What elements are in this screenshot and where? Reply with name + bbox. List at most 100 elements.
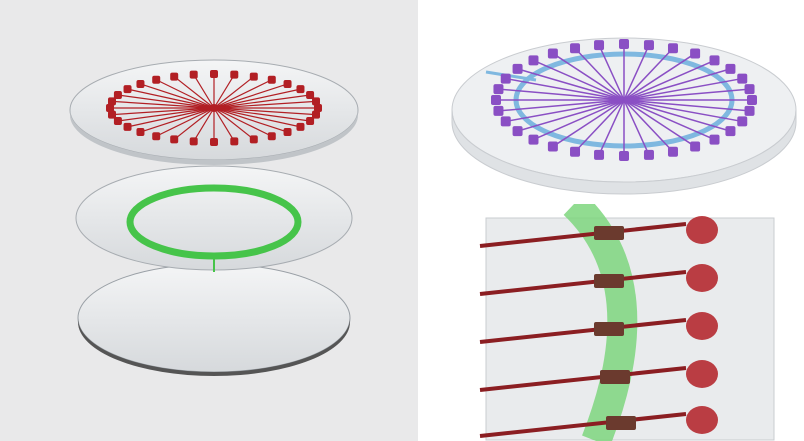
electrode-trace bbox=[598, 44, 625, 101]
electrode-array-layer bbox=[69, 59, 359, 165]
channel-contact bbox=[606, 416, 636, 430]
electrode-trace bbox=[213, 94, 311, 109]
electrode-pad bbox=[725, 126, 736, 137]
electrode-trace bbox=[623, 99, 650, 156]
electrode-trace bbox=[505, 77, 625, 101]
electrode-trace bbox=[117, 94, 215, 109]
electrode-trace bbox=[140, 83, 215, 109]
electrode-trace bbox=[498, 88, 625, 101]
electrode-trace bbox=[213, 79, 273, 109]
electrode-pad bbox=[643, 149, 654, 160]
electrode-trace bbox=[623, 59, 715, 101]
electrode-pad bbox=[690, 141, 701, 152]
electrode-pad bbox=[283, 79, 292, 88]
contact-pad bbox=[686, 216, 718, 244]
electrode-pad bbox=[267, 75, 276, 84]
electrode-trace bbox=[574, 99, 625, 153]
electrode-pad bbox=[249, 135, 258, 144]
electrode-trace bbox=[127, 107, 215, 128]
electrode-trace bbox=[623, 52, 696, 101]
electrode-pad bbox=[493, 84, 504, 95]
electrode-pad bbox=[230, 137, 239, 146]
electrode-trace bbox=[155, 107, 215, 137]
electrode-pad bbox=[230, 70, 239, 79]
electrode-trace bbox=[623, 47, 674, 101]
electrode-pad bbox=[619, 151, 629, 161]
contact-pad bbox=[686, 312, 718, 340]
electrode-trace bbox=[117, 107, 215, 122]
electrode-trace bbox=[213, 107, 273, 137]
electrode-pad bbox=[107, 97, 116, 106]
electrode-pad bbox=[113, 117, 122, 126]
electrode-trace bbox=[552, 52, 625, 101]
electrode-trace bbox=[213, 107, 288, 133]
channel-contact bbox=[594, 322, 624, 336]
assembled-view-illustration bbox=[451, 37, 797, 195]
electrode-trace bbox=[213, 74, 235, 109]
electrode-pad bbox=[306, 117, 315, 126]
electrode-pad bbox=[547, 141, 558, 152]
electrode-pad bbox=[594, 40, 605, 51]
electrode-trace bbox=[479, 270, 687, 296]
electrode-pad bbox=[170, 72, 179, 81]
electrode-pad bbox=[667, 43, 678, 54]
electrode-pad bbox=[189, 70, 198, 79]
electrode-trace bbox=[623, 99, 750, 112]
channel-contact bbox=[594, 274, 624, 288]
electrode-pad bbox=[296, 85, 305, 94]
zoomed-view-panel bbox=[426, 204, 804, 441]
electrode-trace bbox=[479, 318, 687, 344]
electrode-trace bbox=[623, 77, 743, 101]
microfluidic-channel bbox=[563, 204, 638, 441]
electrode-pad bbox=[152, 132, 161, 141]
electrode-trace bbox=[213, 100, 317, 109]
electrode-pad bbox=[709, 55, 720, 66]
electrode-pad bbox=[123, 122, 132, 131]
electrode-trace bbox=[173, 107, 215, 140]
electrode-pad bbox=[491, 95, 501, 105]
electrode-trace bbox=[155, 79, 215, 109]
electrode-trace bbox=[479, 412, 687, 438]
electrode-pad bbox=[189, 137, 198, 146]
electrode-pad bbox=[210, 138, 218, 146]
electrode-pad bbox=[314, 104, 322, 112]
electrode-trace bbox=[623, 99, 674, 153]
electrode-pad bbox=[123, 85, 132, 94]
electrode-trace bbox=[479, 366, 687, 392]
electrode-pad bbox=[267, 132, 276, 141]
electrode-pad bbox=[744, 105, 755, 116]
contact-pad bbox=[686, 264, 718, 292]
electrode-trace bbox=[623, 99, 696, 148]
electrode-pad bbox=[667, 146, 678, 157]
electrode-trace bbox=[213, 107, 255, 140]
electrode-trace bbox=[193, 74, 215, 109]
electrode-pad bbox=[312, 110, 321, 119]
electrode-trace bbox=[623, 68, 731, 101]
electrode-trace bbox=[498, 99, 625, 112]
electrode-pad bbox=[570, 146, 581, 157]
electrode-hub bbox=[210, 104, 218, 112]
electrode-pad bbox=[528, 55, 539, 66]
electrode-pad bbox=[737, 116, 748, 127]
electrode-trace bbox=[140, 107, 215, 133]
exploded-view-illustration bbox=[69, 59, 359, 376]
electrode-trace bbox=[479, 222, 687, 248]
electrode-pad bbox=[500, 73, 511, 84]
electrode-pad bbox=[737, 73, 748, 84]
electrode-traces bbox=[479, 216, 718, 438]
base-substrate-layer bbox=[77, 263, 351, 376]
electrode-pad bbox=[136, 79, 145, 88]
electrode-pad bbox=[709, 134, 720, 145]
electrode-trace bbox=[517, 68, 625, 101]
channel-contact bbox=[600, 370, 630, 384]
electrode-pad bbox=[500, 116, 511, 127]
contact-pad bbox=[686, 360, 718, 388]
exploded-view-panel bbox=[0, 0, 418, 441]
electrode-trace bbox=[598, 99, 625, 156]
electrode-pad bbox=[152, 75, 161, 84]
zoomed-view-illustration bbox=[479, 204, 775, 441]
electrode-trace bbox=[213, 107, 317, 116]
electrode-pad bbox=[570, 43, 581, 54]
electrode-pad bbox=[547, 48, 558, 59]
electrode-trace bbox=[623, 88, 750, 101]
